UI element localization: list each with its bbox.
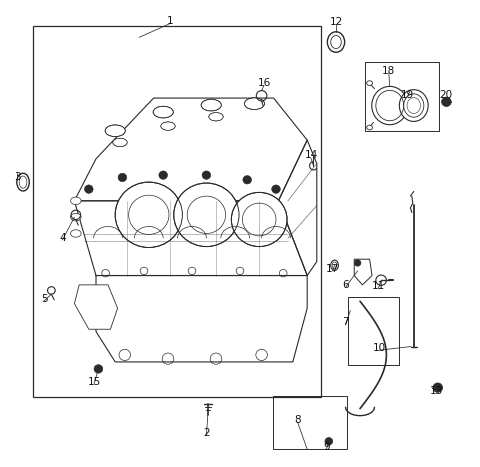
Ellipse shape (201, 99, 221, 111)
Text: 4: 4 (59, 233, 66, 243)
Circle shape (94, 365, 103, 373)
Circle shape (325, 438, 333, 445)
Circle shape (159, 171, 168, 179)
Polygon shape (74, 285, 118, 329)
Circle shape (354, 260, 361, 266)
Ellipse shape (71, 230, 81, 237)
Text: 12: 12 (329, 17, 343, 28)
Text: 11: 11 (372, 281, 385, 291)
Text: 15: 15 (87, 377, 101, 387)
Text: 6: 6 (342, 280, 349, 290)
Text: 7: 7 (342, 317, 349, 327)
Text: 18: 18 (382, 66, 396, 76)
Circle shape (202, 171, 211, 179)
Polygon shape (354, 259, 372, 285)
Circle shape (231, 192, 287, 247)
Text: 13: 13 (430, 386, 444, 396)
Ellipse shape (372, 86, 408, 125)
Polygon shape (278, 140, 317, 276)
Ellipse shape (209, 113, 223, 121)
Text: 20: 20 (439, 90, 452, 100)
Circle shape (243, 176, 252, 184)
Polygon shape (96, 276, 307, 362)
Ellipse shape (113, 138, 127, 147)
Text: 16: 16 (257, 78, 271, 88)
Ellipse shape (244, 98, 264, 109)
Circle shape (115, 182, 182, 248)
Text: 8: 8 (294, 415, 301, 425)
Text: 9: 9 (323, 442, 330, 453)
Text: 10: 10 (372, 343, 386, 353)
Ellipse shape (367, 125, 372, 130)
Text: 1: 1 (167, 16, 174, 26)
Polygon shape (74, 201, 307, 276)
Circle shape (174, 183, 239, 247)
Text: 17: 17 (326, 263, 339, 274)
Ellipse shape (71, 197, 81, 205)
Circle shape (433, 383, 443, 392)
Circle shape (376, 275, 386, 285)
Circle shape (84, 185, 93, 193)
Ellipse shape (153, 106, 173, 118)
Ellipse shape (367, 81, 372, 85)
Ellipse shape (331, 260, 338, 270)
Ellipse shape (327, 32, 345, 52)
Polygon shape (74, 98, 307, 201)
Ellipse shape (105, 125, 125, 136)
Text: 2: 2 (203, 428, 210, 439)
Circle shape (118, 173, 127, 182)
Circle shape (442, 97, 451, 106)
Text: 5: 5 (41, 294, 48, 304)
Ellipse shape (71, 213, 81, 221)
Ellipse shape (161, 122, 175, 130)
Text: 3: 3 (14, 172, 21, 183)
Text: 14: 14 (304, 150, 318, 160)
Text: 19: 19 (400, 90, 414, 100)
Circle shape (272, 185, 280, 193)
Ellipse shape (17, 173, 29, 191)
Ellipse shape (399, 90, 428, 121)
